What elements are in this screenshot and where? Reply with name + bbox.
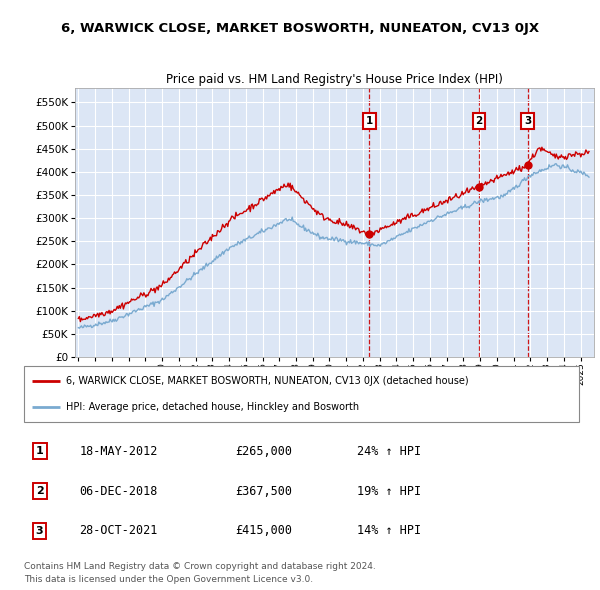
Text: £415,000: £415,000 [235,525,292,537]
Text: Contains HM Land Registry data © Crown copyright and database right 2024.: Contains HM Land Registry data © Crown c… [24,562,376,571]
Text: £265,000: £265,000 [235,445,292,458]
Text: 14% ↑ HPI: 14% ↑ HPI [357,525,421,537]
Text: £367,500: £367,500 [235,484,292,498]
Text: 2: 2 [475,116,482,126]
Text: 1: 1 [35,447,43,456]
Text: 19% ↑ HPI: 19% ↑ HPI [357,484,421,498]
Text: 6, WARWICK CLOSE, MARKET BOSWORTH, NUNEATON, CV13 0JX (detached house): 6, WARWICK CLOSE, MARKET BOSWORTH, NUNEA… [65,376,468,386]
Text: 24% ↑ HPI: 24% ↑ HPI [357,445,421,458]
Text: 1: 1 [365,116,373,126]
Text: This data is licensed under the Open Government Licence v3.0.: This data is licensed under the Open Gov… [24,575,313,584]
Text: 2: 2 [35,486,43,496]
Text: 3: 3 [524,116,531,126]
Text: 28-OCT-2021: 28-OCT-2021 [79,525,158,537]
Title: Price paid vs. HM Land Registry's House Price Index (HPI): Price paid vs. HM Land Registry's House … [166,73,503,86]
Text: 3: 3 [36,526,43,536]
Text: HPI: Average price, detached house, Hinckley and Bosworth: HPI: Average price, detached house, Hinc… [65,402,359,412]
Text: 06-DEC-2018: 06-DEC-2018 [79,484,158,498]
Text: 6, WARWICK CLOSE, MARKET BOSWORTH, NUNEATON, CV13 0JX: 6, WARWICK CLOSE, MARKET BOSWORTH, NUNEA… [61,22,539,35]
Text: 18-MAY-2012: 18-MAY-2012 [79,445,158,458]
FancyBboxPatch shape [24,366,579,422]
